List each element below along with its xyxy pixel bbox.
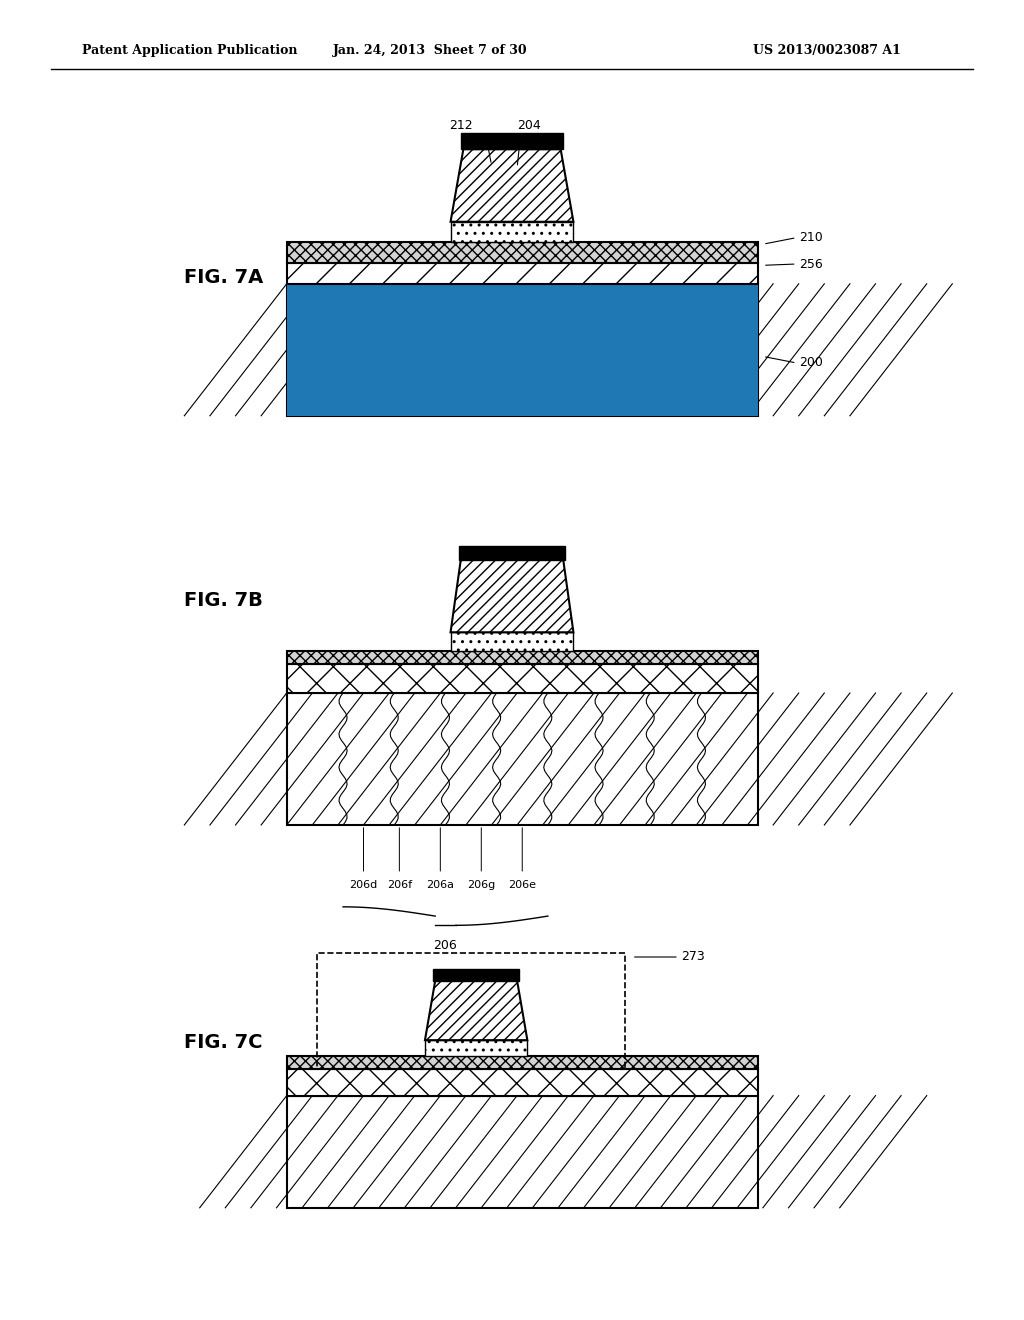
Text: 204: 204 xyxy=(517,119,541,132)
Bar xyxy=(287,1069,758,1096)
Text: 256: 256 xyxy=(799,257,822,271)
Bar xyxy=(287,284,758,416)
Bar xyxy=(287,651,758,664)
Text: FIG. 7C: FIG. 7C xyxy=(184,1034,263,1052)
Text: FIG. 7B: FIG. 7B xyxy=(184,591,263,610)
Text: FIG. 7A: FIG. 7A xyxy=(184,268,263,286)
Bar xyxy=(287,664,758,693)
Text: 206e: 206e xyxy=(508,880,537,891)
Bar xyxy=(287,693,758,825)
Text: 206: 206 xyxy=(433,939,458,952)
Polygon shape xyxy=(451,149,573,222)
Text: Jan. 24, 2013  Sheet 7 of 30: Jan. 24, 2013 Sheet 7 of 30 xyxy=(333,44,527,57)
Text: US 2013/0023087 A1: US 2013/0023087 A1 xyxy=(754,44,901,57)
Bar xyxy=(425,1040,527,1056)
Polygon shape xyxy=(451,560,573,632)
Text: 210: 210 xyxy=(799,231,822,244)
Bar xyxy=(451,222,573,242)
Bar xyxy=(461,133,563,149)
Text: 212: 212 xyxy=(450,119,473,132)
Bar xyxy=(451,632,573,651)
Bar xyxy=(287,263,758,284)
Text: 206a: 206a xyxy=(426,880,455,891)
Bar xyxy=(287,242,758,263)
Text: 206d: 206d xyxy=(349,880,378,891)
Bar xyxy=(459,546,565,560)
Text: 206g: 206g xyxy=(467,880,496,891)
Bar xyxy=(317,953,625,1069)
Text: Patent Application Publication: Patent Application Publication xyxy=(82,44,297,57)
Bar xyxy=(287,1096,758,1208)
Bar xyxy=(433,969,519,981)
Text: 200: 200 xyxy=(799,356,822,370)
Text: 273: 273 xyxy=(681,950,705,964)
Text: 206f: 206f xyxy=(387,880,412,891)
Polygon shape xyxy=(425,981,527,1040)
Bar xyxy=(287,1056,758,1069)
Bar xyxy=(287,284,758,416)
